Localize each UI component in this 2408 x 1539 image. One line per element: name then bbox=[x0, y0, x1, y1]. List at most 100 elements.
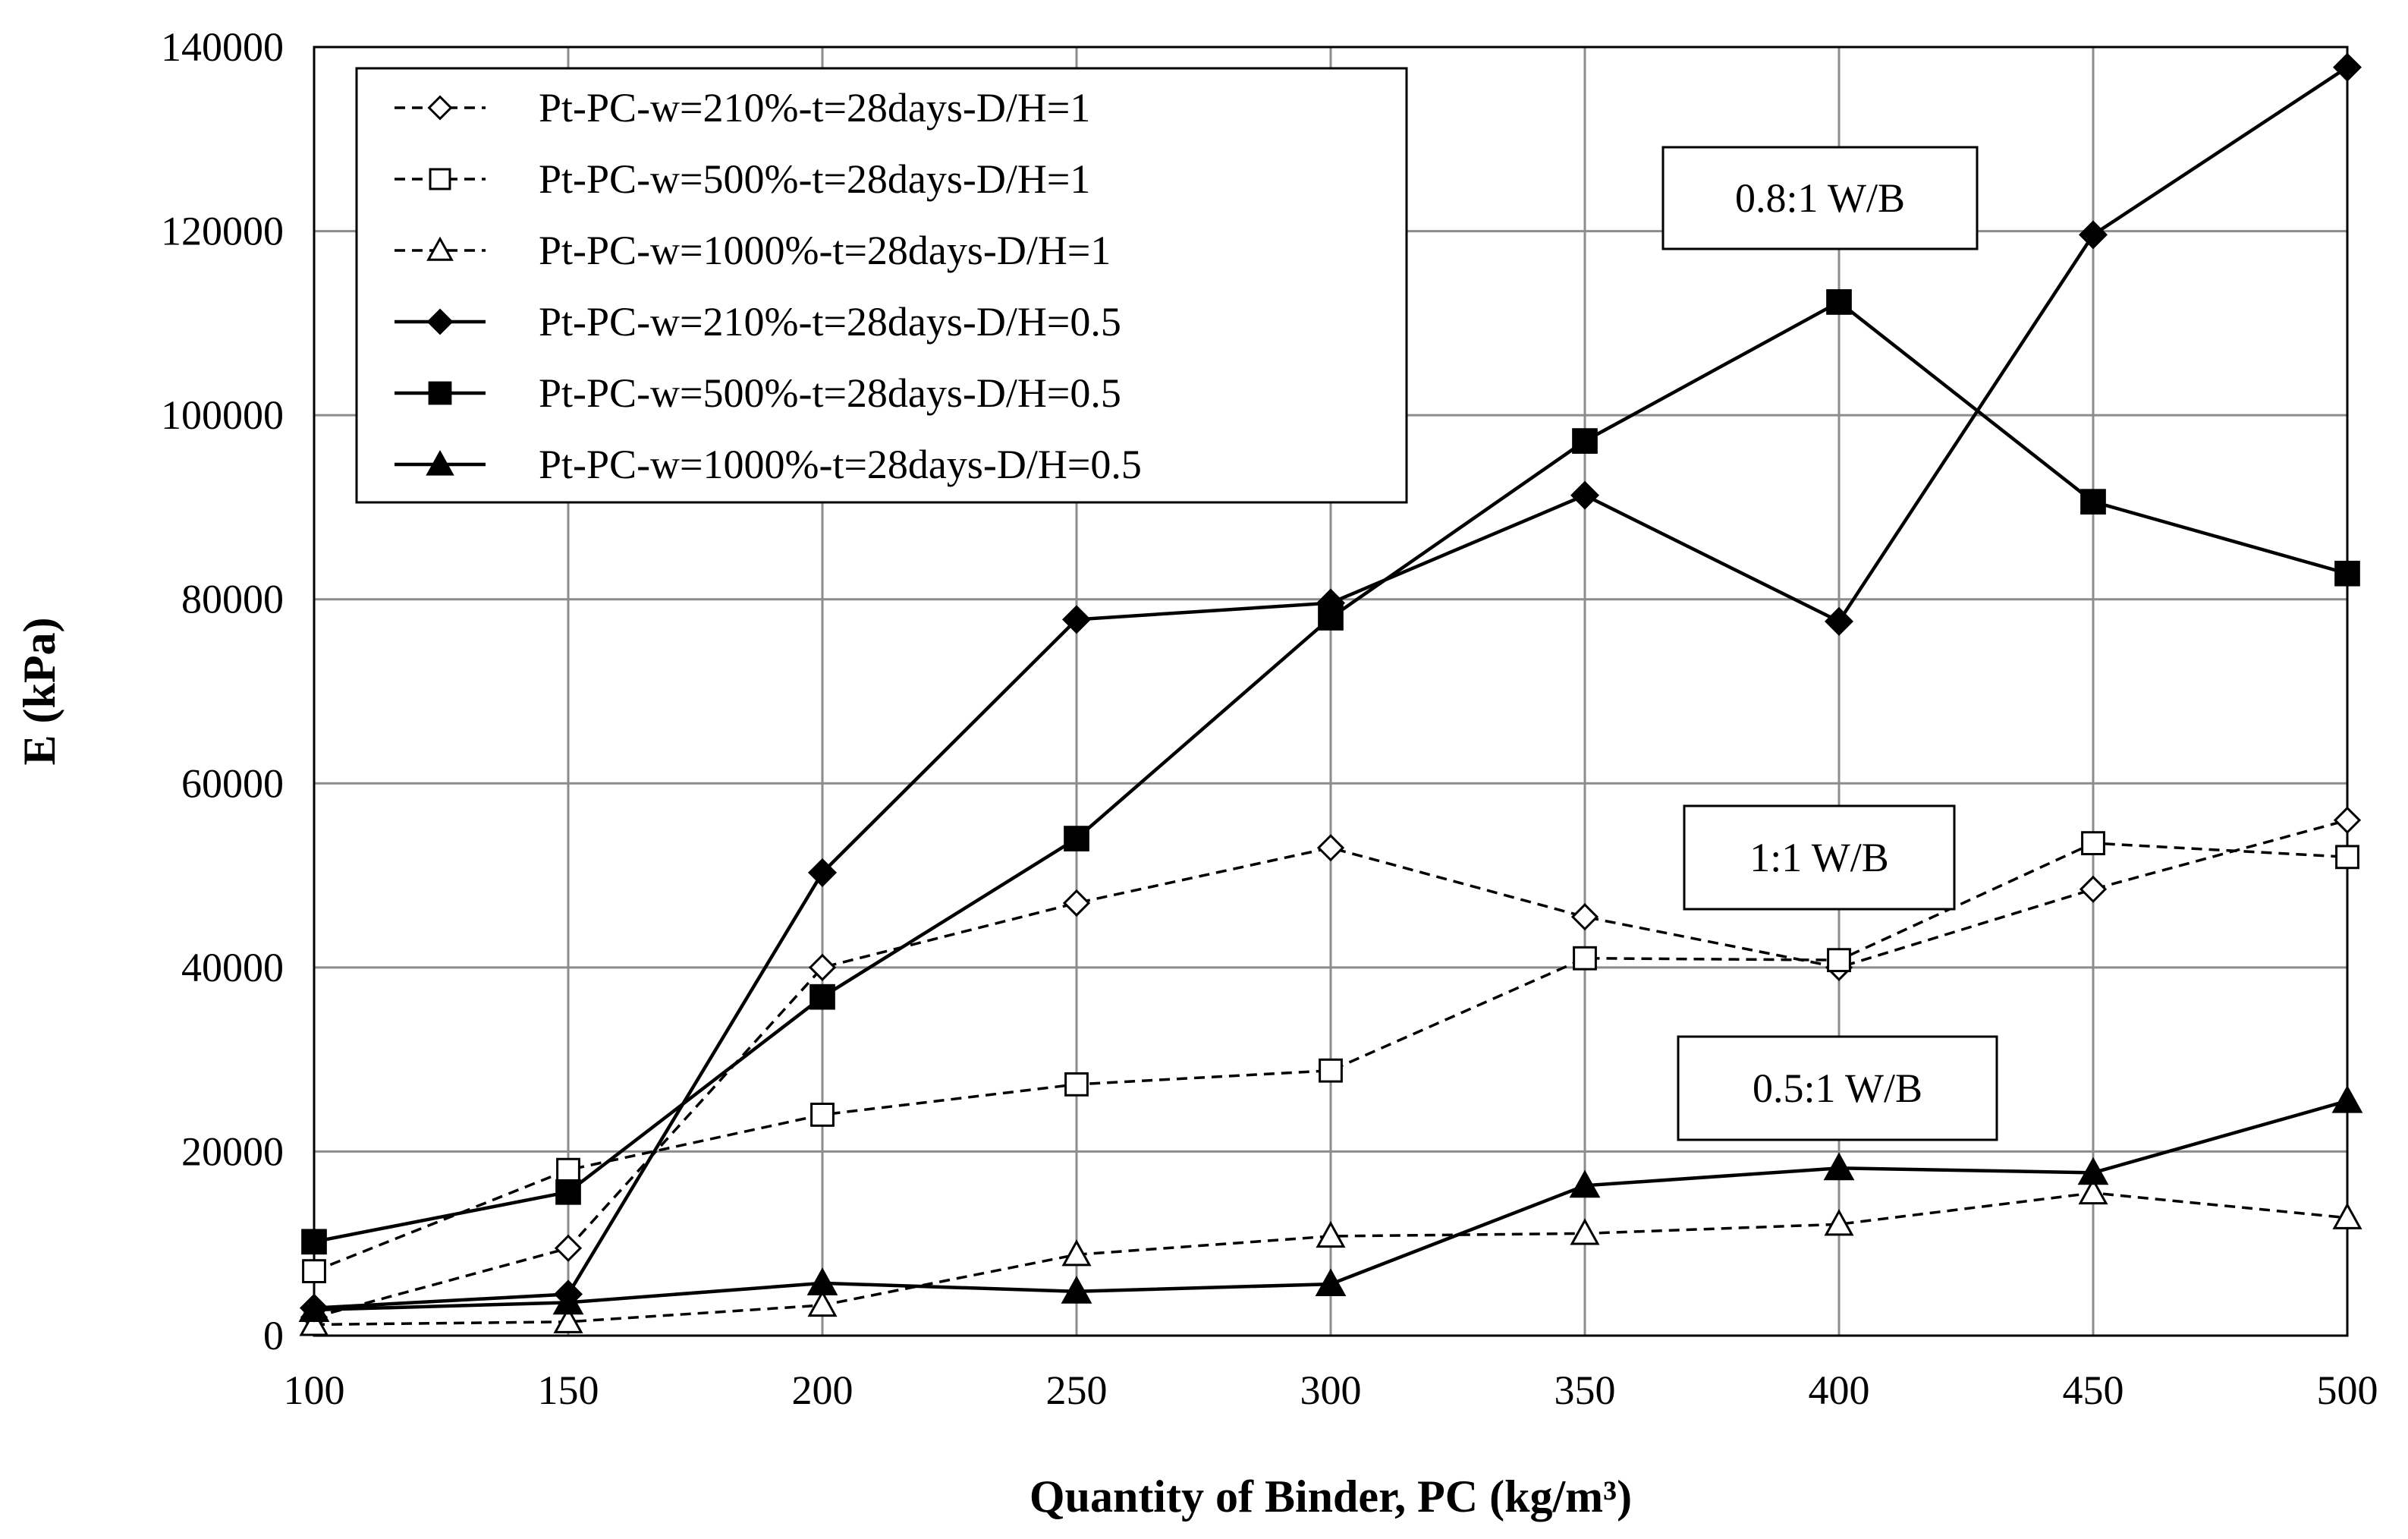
annotation-label: 1:1 W/B bbox=[1749, 835, 1889, 880]
data-point-diamond bbox=[1570, 480, 1600, 510]
series-5 bbox=[301, 289, 2360, 1255]
legend-entry: Pt-PC-w=210%-t=28days-D/H=0.5 bbox=[395, 299, 1121, 345]
data-point-diamond bbox=[1570, 903, 1599, 931]
data-point-triangle bbox=[426, 236, 454, 261]
data-point-diamond bbox=[2079, 875, 2108, 903]
data-point-square bbox=[2334, 560, 2360, 587]
x-tick-label: 400 bbox=[1809, 1367, 1870, 1413]
data-point-square bbox=[2081, 831, 2105, 856]
data-point-square bbox=[301, 1229, 327, 1255]
data-point-triangle bbox=[2331, 1084, 2363, 1113]
y-tick-label: 40000 bbox=[181, 945, 284, 990]
annotation-layer: 0.8:1 W/B 1:1 W/B 0.5:1 W/B bbox=[1661, 146, 1998, 1141]
x-tick-label: 500 bbox=[2317, 1367, 2378, 1413]
legend-label: Pt-PC-w=210%-t=28days-D/H=0.5 bbox=[539, 299, 1121, 345]
data-point-triangle bbox=[1569, 1169, 1601, 1198]
data-point-triangle bbox=[2078, 1177, 2108, 1205]
legend-label: Pt-PC-w=1000%-t=28days-D/H=0.5 bbox=[539, 442, 1142, 487]
y-tick-label: 120000 bbox=[161, 209, 284, 254]
annotation-box bbox=[1683, 804, 1956, 911]
legend-entry: Pt-PC-w=500%-t=28days-D/H=0.5 bbox=[395, 370, 1121, 416]
data-point-triangle bbox=[426, 449, 454, 476]
data-point-diamond bbox=[426, 308, 454, 335]
data-point-square bbox=[2080, 489, 2106, 515]
data-point-triangle bbox=[2077, 1157, 2109, 1185]
data-point-square bbox=[1572, 428, 1598, 454]
legend-entry: Pt-PC-w=210%-t=28days-D/H=1 bbox=[395, 85, 1090, 131]
data-point-triangle bbox=[1824, 1209, 1854, 1236]
annotation: 1:1 W/B bbox=[1683, 804, 1956, 911]
x-tick-label: 450 bbox=[2063, 1367, 2124, 1413]
legend-box bbox=[355, 67, 1408, 504]
data-point-diamond bbox=[1061, 605, 1092, 634]
data-point-triangle bbox=[299, 1309, 329, 1336]
series-6 bbox=[298, 1084, 2363, 1322]
series-line bbox=[313, 1191, 2348, 1327]
data-point-diamond bbox=[1062, 889, 1091, 917]
series-line bbox=[313, 842, 2348, 1273]
y-tick-label: 20000 bbox=[181, 1128, 284, 1174]
series-2 bbox=[302, 831, 2359, 1283]
legend: Pt-PC-w=210%-t=28days-D/H=1 Pt-PC-w=500%-… bbox=[355, 67, 1408, 504]
data-point-triangle bbox=[1316, 1220, 1346, 1248]
data-point-triangle bbox=[806, 1267, 838, 1295]
data-point-square bbox=[1319, 1058, 1343, 1083]
plot-frame bbox=[313, 46, 2349, 1337]
legend-label: Pt-PC-w=1000%-t=28days-D/H=1 bbox=[539, 228, 1111, 273]
data-point-triangle bbox=[1315, 1268, 1347, 1297]
y-tick-label: 100000 bbox=[161, 392, 284, 438]
data-point-triangle bbox=[1570, 1218, 1600, 1245]
legend-entry: Pt-PC-w=1000%-t=28days-D/H=0.5 bbox=[395, 442, 1142, 487]
data-point-square bbox=[1064, 826, 1089, 851]
annotation: 0.5:1 W/B bbox=[1677, 1035, 1998, 1141]
y-tick-label: 60000 bbox=[181, 760, 284, 806]
x-tick-label: 350 bbox=[1555, 1367, 1616, 1413]
legend-label: Pt-PC-w=500%-t=28days-D/H=1 bbox=[539, 156, 1090, 202]
data-point-square bbox=[1827, 948, 1851, 973]
series-3 bbox=[299, 1177, 2362, 1336]
data-point-diamond bbox=[808, 953, 837, 981]
data-point-diamond bbox=[2078, 220, 2108, 250]
annotation: 0.8:1 W/B bbox=[1661, 146, 1979, 250]
annotation-label: 0.5:1 W/B bbox=[1753, 1065, 1922, 1111]
data-point-square bbox=[810, 1103, 835, 1127]
data-point-triangle bbox=[298, 1294, 330, 1322]
data-point-square bbox=[809, 984, 835, 1010]
data-point-square bbox=[1064, 1072, 1089, 1097]
data-point-diamond bbox=[1316, 834, 1345, 862]
legend-label: Pt-PC-w=210%-t=28days-D/H=1 bbox=[539, 85, 1090, 131]
y-tick-label: 80000 bbox=[181, 577, 284, 622]
data-point-square bbox=[556, 1157, 580, 1182]
legend-entry: Pt-PC-w=1000%-t=28days-D/H=1 bbox=[395, 228, 1111, 273]
y-axis-title: E (kPa) bbox=[14, 618, 64, 766]
annotation-box bbox=[1661, 146, 1979, 250]
x-tick-label: 300 bbox=[1300, 1367, 1362, 1413]
data-point-diamond bbox=[1824, 606, 1854, 636]
data-point-diamond bbox=[807, 858, 838, 887]
x-tick-label: 200 bbox=[792, 1367, 853, 1413]
data-point-square bbox=[1318, 605, 1344, 631]
x-tick-label: 250 bbox=[1046, 1367, 1108, 1413]
data-point-square bbox=[555, 1179, 581, 1205]
data-point-square bbox=[1573, 946, 1597, 971]
y-tick-label: 0 bbox=[263, 1313, 284, 1358]
data-point-square bbox=[1826, 289, 1852, 315]
x-tick-label: 100 bbox=[284, 1367, 345, 1413]
data-point-square bbox=[302, 1259, 326, 1283]
y-axis-ticks: 0 20000 40000 60000 80000 100000 120000 140000 bbox=[161, 24, 284, 1358]
annotation-box bbox=[1677, 1035, 1998, 1141]
data-point-square bbox=[429, 168, 451, 190]
data-point-triangle bbox=[552, 1286, 584, 1315]
data-point-square bbox=[2335, 845, 2359, 870]
data-point-triangle bbox=[1823, 1152, 1855, 1181]
data-point-triangle bbox=[1061, 1276, 1092, 1304]
x-tick-label: 150 bbox=[538, 1367, 599, 1413]
data-point-square bbox=[428, 381, 452, 405]
annotation-label: 0.8:1 W/B bbox=[1735, 175, 1905, 221]
data-point-diamond bbox=[554, 1234, 583, 1262]
legend-entry: Pt-PC-w=500%-t=28days-D/H=1 bbox=[395, 156, 1090, 202]
data-point-triangle bbox=[2332, 1202, 2362, 1229]
data-point-diamond bbox=[427, 95, 453, 121]
series-layer bbox=[298, 52, 2363, 1336]
